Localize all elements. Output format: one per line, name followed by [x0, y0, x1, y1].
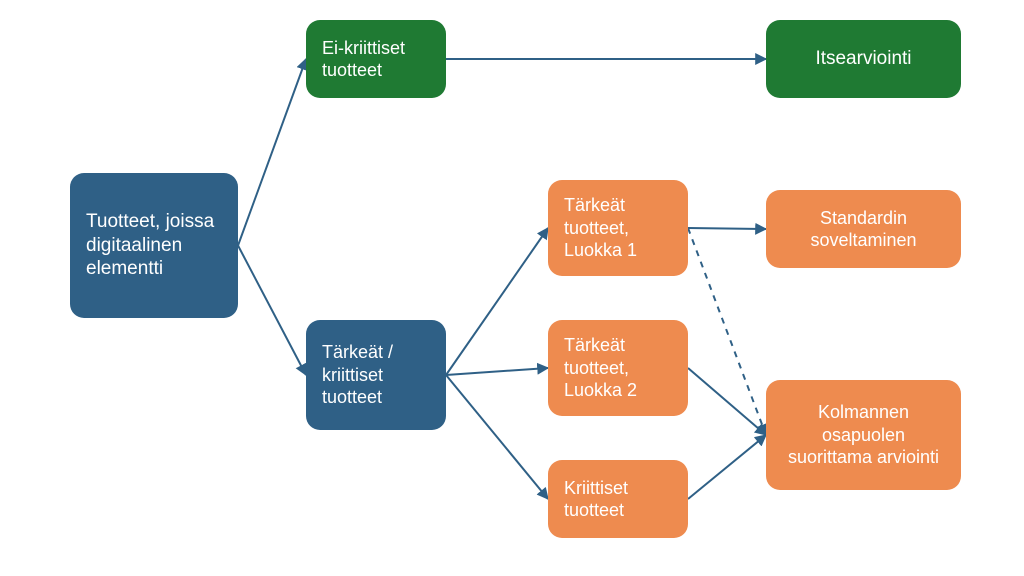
flowchart-stage: Tuotteet, joissa digitaalinen elementti E…	[0, 0, 1024, 576]
node-noncrit: Ei-kriittiset tuotteet	[306, 20, 446, 98]
node-standard: Standardin soveltaminen	[766, 190, 961, 268]
node-label: Itsearviointi	[815, 47, 911, 71]
edge-class1-thirdparty	[688, 228, 766, 435]
node-label: Tärkeät / kriittiset tuotteet	[322, 341, 430, 409]
node-label: Tärkeät tuotteet, Luokka 1	[564, 194, 672, 262]
edge-root-critimp	[238, 246, 306, 376]
node-label: Tuotteet, joissa digitaalinen elementti	[86, 210, 222, 281]
edge-class2-thirdparty	[688, 368, 766, 435]
node-label: Kolmannen osapuolen suorittama arviointi	[782, 401, 945, 469]
node-class1: Tärkeät tuotteet, Luokka 1	[548, 180, 688, 276]
edge-critimp-class2	[446, 368, 548, 375]
node-critical: Kriittiset tuotteet	[548, 460, 688, 538]
node-label: Standardin soveltaminen	[782, 207, 945, 252]
node-label: Ei-kriittiset tuotteet	[322, 37, 430, 82]
edge-critimp-critical	[446, 375, 548, 499]
edge-class1-standard	[688, 228, 766, 229]
edge-root-noncrit	[238, 59, 306, 246]
node-selfeval: Itsearviointi	[766, 20, 961, 98]
edge-critical-thirdparty	[688, 435, 766, 499]
node-label: Tärkeät tuotteet, Luokka 2	[564, 334, 672, 402]
node-critimp: Tärkeät / kriittiset tuotteet	[306, 320, 446, 430]
node-root: Tuotteet, joissa digitaalinen elementti	[70, 173, 238, 318]
edge-critimp-class1	[446, 228, 548, 375]
node-label: Kriittiset tuotteet	[564, 477, 672, 522]
node-thirdparty: Kolmannen osapuolen suorittama arviointi	[766, 380, 961, 490]
node-class2: Tärkeät tuotteet, Luokka 2	[548, 320, 688, 416]
